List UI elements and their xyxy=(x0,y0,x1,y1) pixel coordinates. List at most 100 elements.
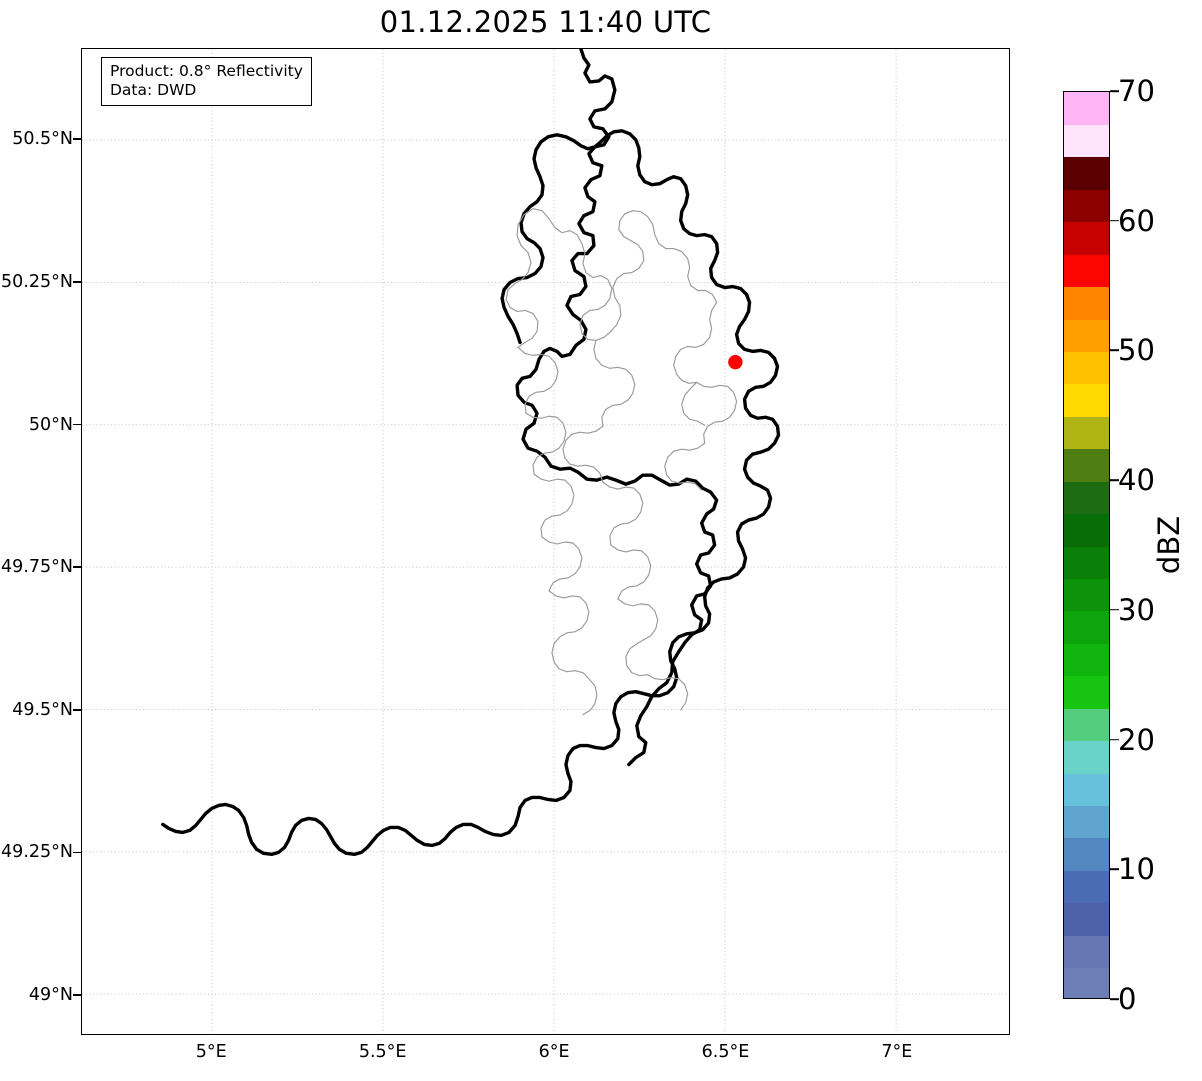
colorbar-band xyxy=(1064,124,1109,158)
map-vector-layer xyxy=(82,49,1009,1034)
colorbar-band xyxy=(1064,92,1109,126)
canton-border-path xyxy=(595,210,718,341)
colorbar-tick-label: 70 xyxy=(1118,74,1155,108)
colorbar-tick-mark xyxy=(1110,479,1119,481)
colorbar-band xyxy=(1064,643,1109,677)
colorbar-band xyxy=(1064,286,1109,320)
colorbar-tick-mark xyxy=(1110,90,1119,92)
radar-site-marker[interactable] xyxy=(728,354,743,370)
y-tick-mark xyxy=(73,566,81,568)
canton-borders xyxy=(505,208,738,716)
y-tick-mark xyxy=(73,423,81,426)
france-border xyxy=(627,490,719,767)
colorbar-band xyxy=(1064,513,1109,547)
colorbar[interactable] xyxy=(1063,91,1110,999)
colorbar-band xyxy=(1064,805,1109,839)
canton-border-path xyxy=(647,674,689,711)
colorbar-band xyxy=(1064,870,1109,904)
canton-border-path xyxy=(551,632,590,680)
colorbar-tick-mark xyxy=(1110,219,1119,222)
colorbar-tick-labels: 0 10 20 30 40 50 60 70 xyxy=(1110,74,1200,1016)
colorbar-band xyxy=(1064,383,1109,417)
canton-border-path xyxy=(523,208,613,341)
colorbar-tick-label: 50 xyxy=(1118,333,1155,368)
canton-border-path xyxy=(505,214,539,348)
colorbar-tick-mark xyxy=(1110,349,1119,352)
colorbar-band xyxy=(1064,221,1109,255)
colorbar-band xyxy=(1064,416,1109,450)
y-tick-mark xyxy=(73,851,81,854)
x-axis-tick-labels: 5°E 5.5°E 6°E 6.5°E 7°E xyxy=(81,1038,1010,1072)
colorbar-band xyxy=(1064,610,1109,644)
y-tick-label: 49.5°N xyxy=(12,699,73,720)
colorbar-axis-label: dBZ xyxy=(1152,515,1186,575)
colorbar-band xyxy=(1064,708,1109,742)
colorbar-gradient xyxy=(1063,91,1110,999)
canton-border-path xyxy=(517,346,559,414)
product-line: Product: 0.8° Reflectivity xyxy=(110,62,303,80)
y-tick-label: 50°N xyxy=(28,414,73,435)
y-tick-mark xyxy=(73,994,81,996)
colorbar-band xyxy=(1064,254,1109,288)
colorbar-band xyxy=(1064,967,1109,998)
colorbar-band xyxy=(1064,319,1109,353)
canton-border-path xyxy=(617,598,659,641)
colorbar-band xyxy=(1064,675,1109,709)
y-tick-label: 49°N xyxy=(28,985,73,1006)
colorbar-tick-mark xyxy=(1110,738,1119,741)
colorbar-band xyxy=(1064,156,1109,190)
canton-border-path xyxy=(582,678,598,716)
colorbar-band xyxy=(1064,740,1109,774)
x-tick-label: 6°E xyxy=(538,1042,570,1062)
colorbar-tick-label: 40 xyxy=(1118,463,1155,498)
colorbar-tick-label: 60 xyxy=(1118,203,1155,238)
y-tick-label: 49.75°N xyxy=(1,557,73,578)
y-axis-tick-labels: 50.5°N 50.25°N 50°N 49.75°N 49.5°N 49.25°N 49°… xyxy=(0,48,81,1035)
y-tick-label: 50.5°N xyxy=(12,129,73,150)
y-tick-mark xyxy=(73,281,81,283)
canton-border-path xyxy=(533,473,575,538)
colorbar-band xyxy=(1064,351,1109,385)
map-plot-area[interactable]: Product: 0.8° Reflectivity Data: DWD xyxy=(81,48,1010,1035)
canton-border-path xyxy=(541,536,583,592)
x-tick-label: 5.5°E xyxy=(358,1042,407,1062)
colorbar-tick-label: 30 xyxy=(1118,592,1155,627)
map-canvas xyxy=(82,49,1009,1034)
x-tick-label: 5°E xyxy=(195,1042,227,1062)
colorbar-band xyxy=(1064,189,1109,223)
colorbar-band xyxy=(1064,837,1109,871)
colorbar-band xyxy=(1064,935,1109,969)
canton-border-path xyxy=(548,590,590,634)
y-tick-label: 50.25°N xyxy=(1,271,73,292)
data-source-line: Data: DWD xyxy=(110,81,197,99)
canton-border-path xyxy=(525,412,567,475)
x-tick-label: 6.5°E xyxy=(701,1042,750,1062)
gridlines xyxy=(82,49,1009,1034)
colorbar-tick-label: 0 xyxy=(1118,982,1137,1016)
luxembourg-national-border xyxy=(161,129,781,857)
colorbar-band xyxy=(1064,546,1109,580)
x-tick-label: 7°E xyxy=(881,1042,913,1062)
canton-border-path xyxy=(593,339,636,427)
canton-border-path xyxy=(673,301,718,384)
country-borders xyxy=(515,49,713,494)
canton-border-path xyxy=(696,381,738,444)
product-info-box: Product: 0.8° Reflectivity Data: DWD xyxy=(101,57,312,106)
canton-border-path xyxy=(625,639,649,677)
y-tick-mark xyxy=(73,138,81,141)
y-tick-mark xyxy=(73,709,81,711)
colorbar-band xyxy=(1064,902,1109,936)
canton-border-path xyxy=(681,381,706,426)
colorbar-band xyxy=(1064,448,1109,482)
colorbar-tick-mark xyxy=(1110,609,1119,611)
colorbar-band xyxy=(1064,481,1109,515)
page-title: 01.12.2025 11:40 UTC xyxy=(379,5,712,39)
colorbar-tick-label: 20 xyxy=(1118,722,1155,757)
canton-border-path xyxy=(602,481,644,546)
colorbar-band xyxy=(1064,773,1109,807)
canton-border-path xyxy=(562,425,604,483)
canton-border-path xyxy=(610,544,652,600)
colorbar-band xyxy=(1064,578,1109,612)
colorbar-tick-mark xyxy=(1110,868,1119,871)
